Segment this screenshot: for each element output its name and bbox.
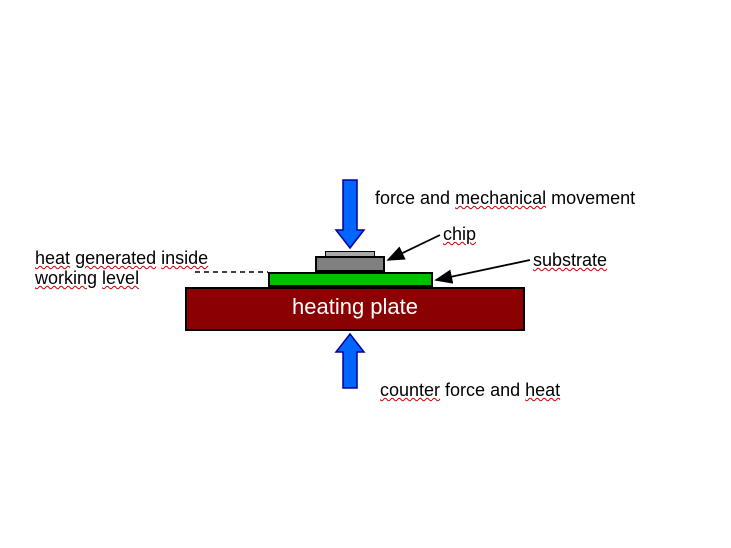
- text-substrate: substrate: [533, 250, 607, 270]
- label-counter-force: counter force and heat: [380, 380, 560, 401]
- label-working-level: working level: [35, 268, 139, 289]
- text-inside: inside: [161, 248, 208, 268]
- text-heat2: heat: [525, 380, 560, 400]
- label-heat-generated: heat generated inside: [35, 248, 208, 269]
- heating-plate-label: heating plate: [185, 294, 525, 320]
- label-chip: chip: [443, 224, 476, 245]
- text-chip: chip: [443, 224, 476, 244]
- chip-top-block: [325, 251, 375, 257]
- substrate-block: [268, 272, 433, 287]
- chip-block: [315, 256, 385, 272]
- text-counter: counter: [380, 380, 440, 400]
- bottom-force-arrow: [336, 334, 364, 388]
- chip-pointer: [388, 235, 440, 260]
- top-force-arrow: [336, 180, 364, 248]
- text-generated: generated: [75, 248, 156, 268]
- text-movement: movement: [546, 188, 635, 208]
- label-substrate: substrate: [533, 250, 607, 271]
- label-force-top: force and mechanical movement: [375, 188, 635, 209]
- substrate-pointer: [436, 260, 530, 280]
- text-level: level: [102, 268, 139, 288]
- text-force-and: force and: [440, 380, 525, 400]
- text-force: force and: [375, 188, 455, 208]
- text-mechanical: mechanical: [455, 188, 546, 208]
- text-heat: heat: [35, 248, 70, 268]
- text-working: working: [35, 268, 97, 288]
